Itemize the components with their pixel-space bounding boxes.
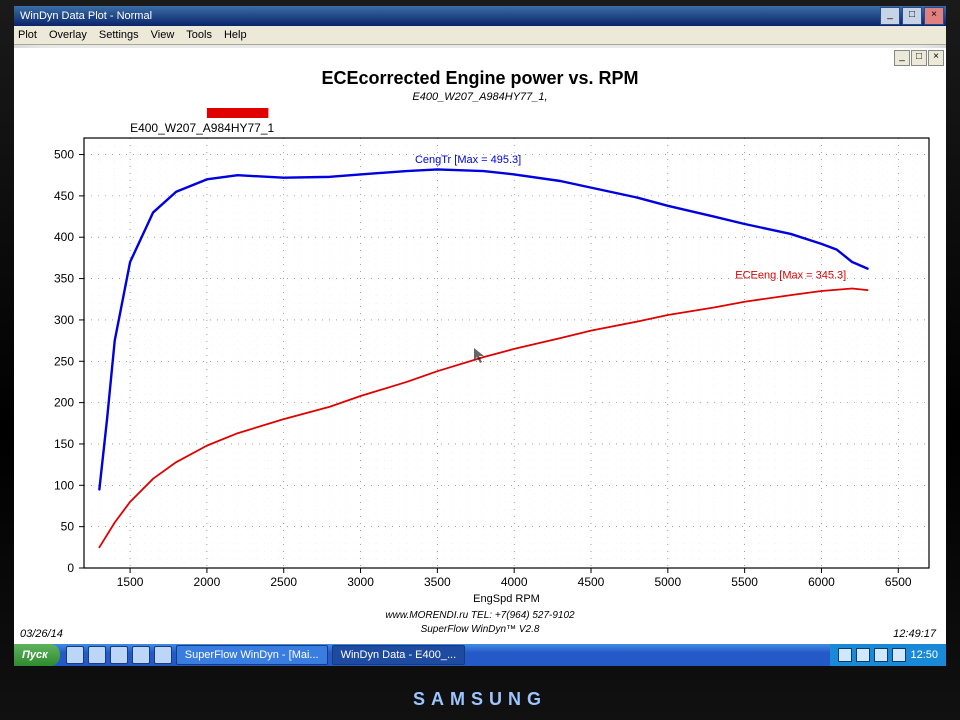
screen: WinDyn Data Plot - Normal _ □ × Plot Over… [14, 6, 946, 666]
start-button[interactable]: Пуск [14, 644, 60, 666]
menu-item-view[interactable]: View [151, 29, 175, 41]
child-minimize-button[interactable]: _ [894, 50, 910, 66]
plot-canvas: _ □ × ECEcorrected Engine power vs. RPME… [14, 48, 946, 644]
footer-date: 03/26/14 [20, 628, 63, 640]
svg-text:2000: 2000 [194, 575, 221, 589]
tray-clock: 12:50 [910, 649, 938, 661]
system-tray: 12:50 [830, 644, 946, 666]
menu-item-tools[interactable]: Tools [186, 29, 212, 41]
menu-item-settings[interactable]: Settings [99, 29, 139, 41]
svg-text:ECEcorrected Engine power vs.: ECEcorrected Engine power vs. RPM [321, 68, 638, 88]
svg-text:3500: 3500 [424, 575, 451, 589]
close-button[interactable]: × [924, 7, 944, 25]
svg-text:4500: 4500 [578, 575, 605, 589]
svg-text:500: 500 [54, 148, 74, 162]
svg-text:450: 450 [54, 189, 74, 203]
quicklaunch-icon[interactable] [110, 646, 128, 664]
svg-text:250: 250 [54, 354, 74, 368]
svg-text:E400_W207_A984HY77_1: E400_W207_A984HY77_1 [130, 121, 274, 135]
window-title: WinDyn Data Plot - Normal [20, 6, 152, 26]
svg-text:SuperFlow WinDyn™ V2.8: SuperFlow WinDyn™ V2.8 [421, 624, 540, 635]
svg-text:5500: 5500 [731, 575, 758, 589]
svg-text:6000: 6000 [808, 575, 835, 589]
tray-icon[interactable] [838, 648, 852, 662]
svg-text:100: 100 [54, 478, 74, 492]
svg-text:CengTr [Max = 495.3]: CengTr [Max = 495.3] [415, 154, 521, 166]
tray-icon[interactable] [874, 648, 888, 662]
svg-text:ECEeng [Max = 345.3]: ECEeng [Max = 345.3] [735, 270, 846, 282]
quicklaunch-icon[interactable] [154, 646, 172, 664]
task-buttons: SuperFlow WinDyn - [Mai...WinDyn Data - … [176, 645, 469, 665]
svg-text:6500: 6500 [885, 575, 912, 589]
menu-bar: Plot Overlay Settings View Tools Help [14, 26, 946, 45]
svg-text:150: 150 [54, 437, 74, 451]
taskbar: Пуск SuperFlow WinDyn - [Mai...WinDyn Da… [14, 644, 946, 666]
svg-text:0: 0 [67, 561, 74, 575]
svg-text:350: 350 [54, 272, 74, 286]
quicklaunch-icon[interactable] [132, 646, 150, 664]
svg-text:www.MORENDI.ru TEL: +7(964: www.MORENDI.ru TEL: +7(964) 527-9102 [385, 610, 575, 621]
svg-text:400: 400 [54, 230, 74, 244]
brand-text: SAMSUNG [413, 689, 547, 709]
maximize-button[interactable]: □ [902, 7, 922, 25]
quicklaunch-icon[interactable] [66, 646, 84, 664]
svg-text:3000: 3000 [347, 575, 374, 589]
taskbar-task[interactable]: SuperFlow WinDyn - [Mai... [176, 645, 328, 665]
child-close-button[interactable]: × [928, 50, 944, 66]
monitor-brand: SAMSUNG [0, 689, 960, 710]
footer-clock: 12:49:17 [893, 628, 936, 640]
svg-text:4000: 4000 [501, 575, 528, 589]
svg-text:5000: 5000 [654, 575, 681, 589]
tray-icon[interactable] [856, 648, 870, 662]
svg-text:50: 50 [61, 520, 75, 534]
child-maximize-button[interactable]: □ [911, 50, 927, 66]
svg-text:300: 300 [54, 313, 74, 327]
svg-text:EngSpd RPM: EngSpd RPM [473, 593, 540, 605]
tray-icon[interactable] [892, 648, 906, 662]
child-window-controls: _ □ × [894, 50, 944, 66]
svg-text:2500: 2500 [270, 575, 297, 589]
dyno-chart: ECEcorrected Engine power vs. RPM E400_W2… [14, 48, 946, 644]
menu-item-plot[interactable]: Plot [18, 29, 37, 41]
svg-text:1500: 1500 [117, 575, 144, 589]
start-label: Пуск [22, 649, 48, 661]
minimize-button[interactable]: _ [880, 7, 900, 25]
monitor-bezel: WinDyn Data Plot - Normal _ □ × Plot Over… [0, 0, 960, 720]
svg-text:200: 200 [54, 396, 74, 410]
menu-item-overlay[interactable]: Overlay [49, 29, 87, 41]
window-buttons: _ □ × [880, 7, 946, 25]
svg-text:E400_W207_A984HY77_1,: E400_W207_A984HY77_1, [412, 91, 547, 103]
window-titlebar: WinDyn Data Plot - Normal _ □ × [14, 6, 946, 26]
menu-item-help[interactable]: Help [224, 29, 247, 41]
quicklaunch-icon[interactable] [88, 646, 106, 664]
taskbar-task[interactable]: WinDyn Data - E400_... [332, 645, 466, 665]
